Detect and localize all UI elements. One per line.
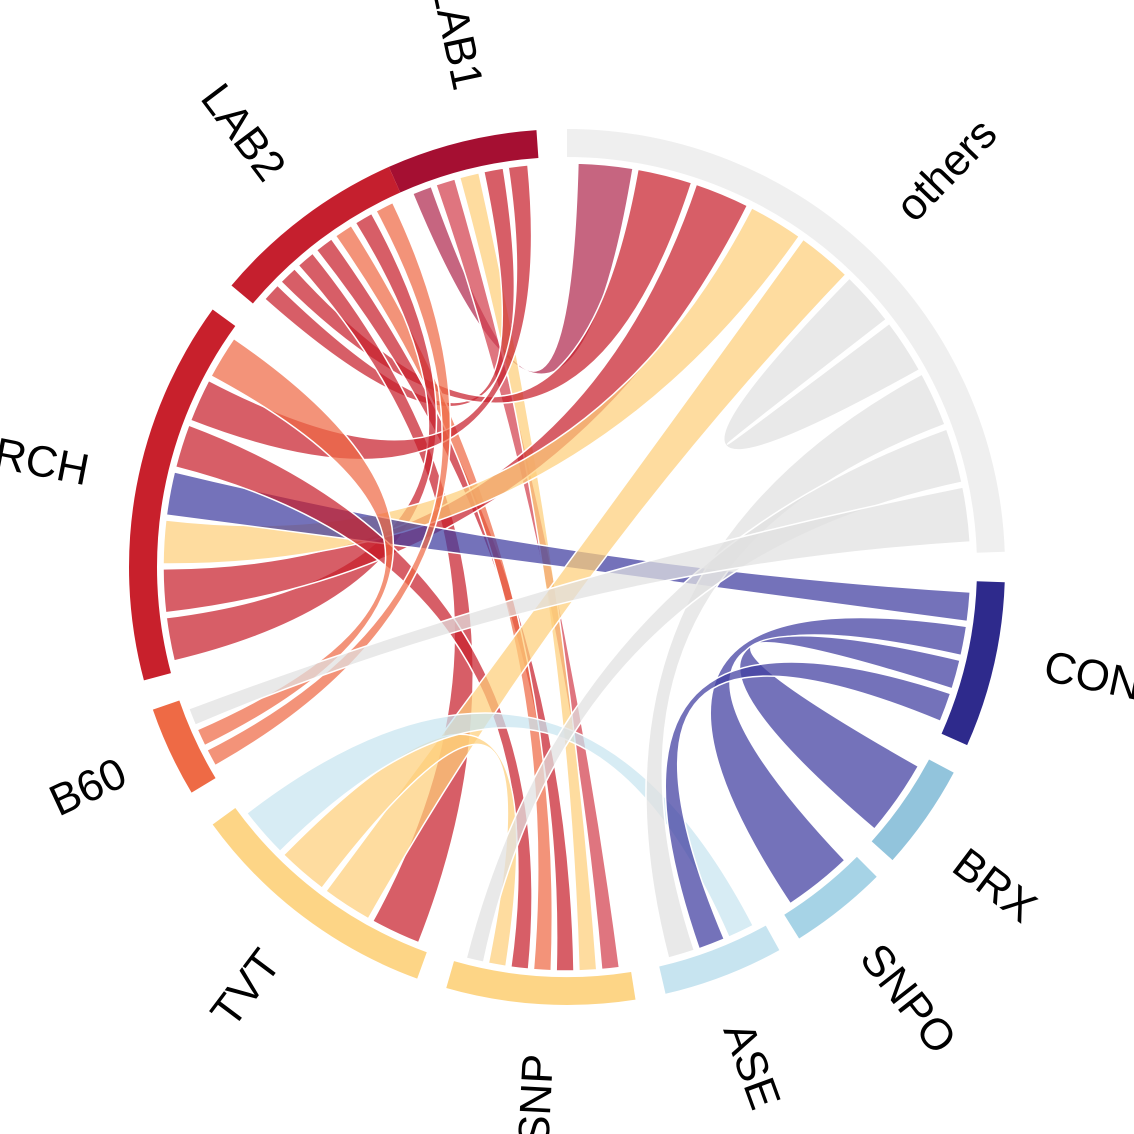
segment-arc-snp <box>446 961 636 1005</box>
segment-label-lab2: LAB2 <box>191 75 295 190</box>
link-tvt-snp <box>282 733 518 968</box>
segment-arc-brx <box>871 759 954 861</box>
segment-arc-snpo <box>784 856 877 939</box>
link-lab1-snp <box>434 177 621 971</box>
segment-label-snp: SNP <box>509 1053 563 1134</box>
link-con-brx <box>738 635 961 831</box>
link-others-others <box>723 277 921 451</box>
segment-label-brx: BRX <box>944 839 1046 933</box>
link-b60-lab2 <box>205 201 452 767</box>
links-layer <box>162 162 972 972</box>
segment-label-ase: ASE <box>714 1016 790 1115</box>
segment-label-rch: RCH <box>0 429 93 495</box>
link-lab1-lab2 <box>263 167 516 408</box>
segment-arc-others <box>567 129 1005 553</box>
segment-arc-ase <box>659 925 780 994</box>
link-con-ase <box>664 661 952 950</box>
segment-arc-tvt <box>212 807 427 979</box>
segment-arc-lab2 <box>231 166 401 304</box>
link-con-snpo <box>709 616 968 905</box>
segment-label-snpo: SNPO <box>850 935 965 1063</box>
segment-arc-lab1 <box>388 130 539 193</box>
segment-label-lab1: LAB1 <box>422 0 492 94</box>
link-lab2-others <box>279 168 693 404</box>
segment-label-b60: B60 <box>42 748 134 825</box>
link-rch-others <box>162 183 749 614</box>
link-others-b60 <box>187 486 972 727</box>
segment-arc-b60 <box>152 700 216 793</box>
segment-arc-con <box>941 581 1005 746</box>
segment-arc-rch <box>129 309 236 681</box>
segment-arcs <box>129 129 1005 1005</box>
segment-label-con: CON <box>1040 642 1134 710</box>
segment-label-others: others <box>886 109 1006 231</box>
link-rch-snp <box>174 424 533 970</box>
segment-label-tvt: TVT <box>201 940 290 1036</box>
